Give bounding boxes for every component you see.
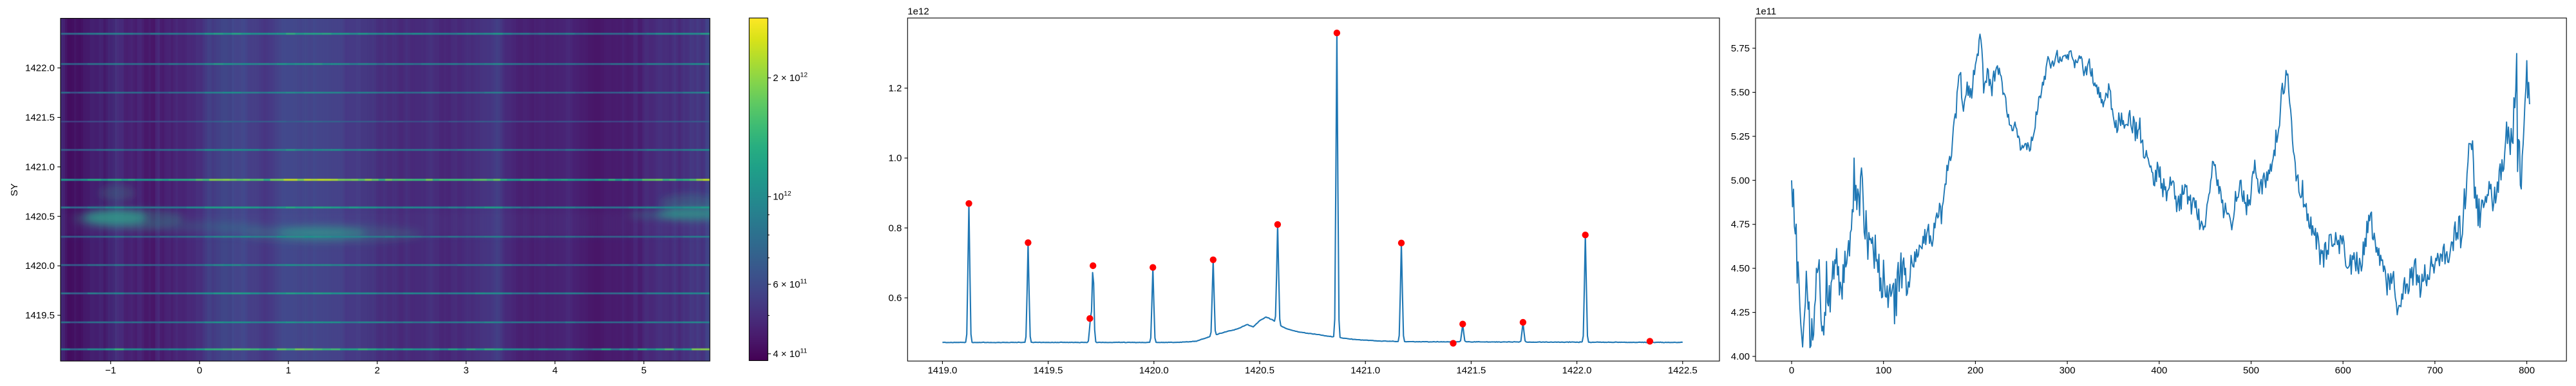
svg-text:1: 1	[286, 365, 291, 376]
svg-text:6 × 1011: 6 × 1011	[773, 277, 807, 290]
svg-text:2: 2	[375, 365, 380, 376]
svg-text:100: 100	[1875, 365, 1891, 376]
svg-text:1422.5: 1422.5	[1668, 365, 1698, 376]
svg-text:1422.0: 1422.0	[1562, 365, 1592, 376]
svg-text:4.25: 4.25	[1731, 308, 1750, 318]
svg-text:1e11: 1e11	[1756, 6, 1776, 17]
svg-text:3: 3	[464, 365, 469, 376]
svg-text:300: 300	[2060, 365, 2076, 376]
svg-text:700: 700	[2427, 365, 2443, 376]
svg-text:1421.5: 1421.5	[25, 113, 55, 124]
svg-text:0: 0	[1789, 365, 1794, 376]
svg-text:SY: SY	[9, 183, 20, 196]
svg-text:5.50: 5.50	[1731, 87, 1750, 98]
svg-text:4.00: 4.00	[1731, 351, 1750, 362]
svg-text:5: 5	[641, 365, 647, 376]
svg-text:4.50: 4.50	[1731, 263, 1750, 274]
svg-text:1420.0: 1420.0	[25, 261, 55, 271]
svg-text:4 × 1011: 4 × 1011	[773, 347, 807, 360]
svg-text:600: 600	[2335, 365, 2351, 376]
svg-text:1e12: 1e12	[907, 6, 929, 17]
svg-text:1420.5: 1420.5	[1245, 365, 1274, 376]
svg-text:800: 800	[2519, 365, 2535, 376]
svg-text:500: 500	[2243, 365, 2259, 376]
svg-text:1420.0: 1420.0	[1139, 365, 1169, 376]
svg-text:0.8: 0.8	[888, 223, 902, 234]
svg-text:5.25: 5.25	[1731, 131, 1750, 142]
svg-text:4: 4	[553, 365, 558, 376]
svg-text:1421.5: 1421.5	[1456, 365, 1486, 376]
svg-text:5.00: 5.00	[1731, 175, 1750, 186]
svg-text:2 × 1012: 2 × 1012	[773, 71, 808, 84]
svg-text:1421.0: 1421.0	[25, 161, 55, 172]
svg-text:1419.5: 1419.5	[1034, 365, 1063, 376]
svg-text:200: 200	[1967, 365, 1984, 376]
svg-text:1419.5: 1419.5	[25, 310, 55, 321]
svg-text:4.75: 4.75	[1731, 219, 1750, 230]
svg-text:0: 0	[197, 365, 202, 376]
svg-text:1.2: 1.2	[888, 83, 902, 94]
svg-text:5.75: 5.75	[1731, 43, 1750, 54]
svg-text:1421.0: 1421.0	[1350, 365, 1380, 376]
svg-text:400: 400	[2151, 365, 2167, 376]
svg-text:−1: −1	[105, 365, 116, 376]
svg-text:1420.5: 1420.5	[25, 211, 55, 222]
svg-text:1422.0: 1422.0	[25, 63, 55, 74]
svg-text:0.6: 0.6	[888, 293, 902, 304]
svg-text:1.0: 1.0	[888, 153, 902, 164]
svg-text:1419.0: 1419.0	[927, 365, 957, 376]
